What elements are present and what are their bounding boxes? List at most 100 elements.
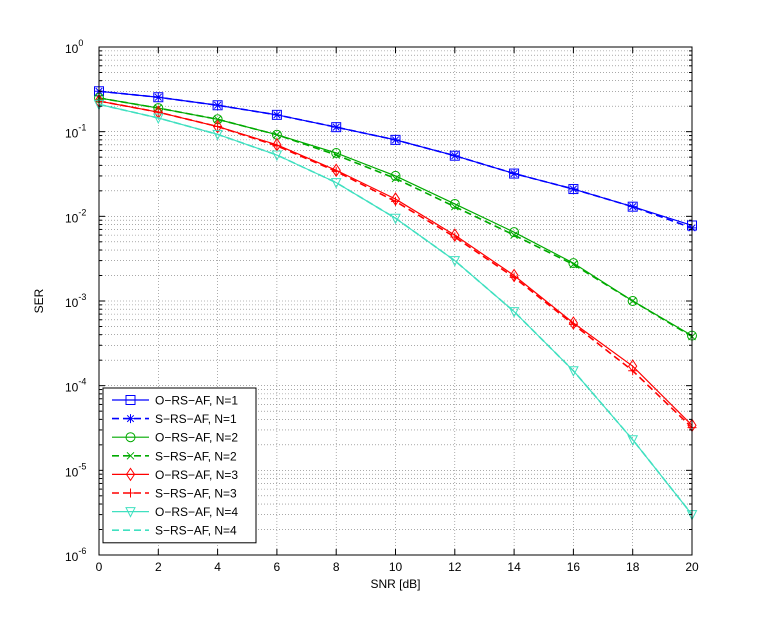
legend-label: S−RS−AF, N=4	[155, 524, 237, 538]
series-point	[628, 202, 638, 212]
y-tick-label: 10-5	[65, 461, 86, 479]
series-point	[450, 151, 460, 161]
legend-item: O−RS−AF, N=3	[112, 467, 238, 482]
y-tick-label: 10-1	[65, 123, 86, 141]
legend: O−RS−AF, N=1 S−RS−AF, N=1 O−RS−AF, N=2 S−RS…	[102, 387, 257, 544]
series-point	[331, 166, 341, 176]
legend-item: S−RS−AF, N=4	[112, 524, 237, 538]
series-point	[213, 100, 223, 110]
legend-label: O−RS−AF, N=4	[155, 505, 238, 519]
y-tick-label: 100	[65, 38, 83, 56]
series-point	[627, 435, 639, 446]
legend-label: O−RS−AF, N=3	[155, 468, 238, 482]
series-point	[509, 272, 519, 282]
series-point	[153, 107, 163, 117]
series-point	[391, 174, 400, 183]
series-point	[568, 184, 578, 194]
series-point	[509, 169, 519, 179]
series-point	[627, 296, 638, 306]
series-point	[213, 115, 222, 124]
x-tick-label: 16	[567, 560, 581, 574]
series-point	[569, 260, 578, 269]
legend-marker	[125, 395, 136, 405]
series-8	[98, 103, 693, 516]
y-tick-exponent: -6	[78, 546, 86, 556]
y-tick-base: 10	[65, 550, 79, 564]
legend-marker	[125, 432, 136, 443]
legend-label: O−RS−AF, N=2	[155, 431, 238, 445]
series-6	[94, 96, 697, 433]
series-point	[508, 307, 520, 318]
legend-label: S−RS−AF, N=1	[155, 412, 237, 426]
series-point	[331, 163, 341, 178]
legend-item: S−RS−AF, N=1	[112, 412, 237, 426]
series-point	[331, 122, 341, 132]
y-tick-exponent: -1	[78, 123, 86, 133]
series-point	[272, 141, 282, 151]
x-tick-label: 14	[507, 560, 521, 574]
legend-marker	[125, 507, 136, 518]
x-tick-label: 0	[96, 560, 103, 574]
series-point	[628, 297, 637, 305]
series-point	[568, 316, 579, 330]
y-tick-exponent: -5	[78, 461, 86, 471]
series-point	[568, 319, 578, 329]
series-line	[98, 103, 693, 516]
y-tick-label: 10-2	[65, 207, 86, 225]
legend-item: O−RS−AF, N=4	[112, 505, 238, 519]
x-tick-labels: 0 2 4 6 8 10 12 14 16 18 20	[96, 560, 699, 574]
x-tick-label: 8	[333, 560, 340, 574]
series-point	[628, 366, 638, 376]
series-point	[330, 178, 342, 189]
x-tick-label: 2	[155, 560, 162, 574]
y-tick-label: 10-6	[65, 546, 86, 564]
legend-marker	[125, 467, 136, 482]
legend-marker	[126, 414, 135, 424]
series-point	[449, 256, 461, 267]
x-tick-label: 6	[274, 560, 281, 574]
y-tick-exponent: -4	[78, 377, 86, 387]
series-point	[391, 196, 400, 206]
series-point	[510, 231, 518, 239]
series-point	[273, 130, 281, 139]
y-tick-base: 10	[65, 381, 79, 395]
legend-label: O−RS−AF, N=1	[155, 394, 238, 408]
x-tick-label: 12	[448, 560, 462, 574]
y-tick-base: 10	[65, 127, 79, 141]
x-tick-label: 4	[214, 560, 221, 574]
series-point	[213, 122, 223, 132]
series-point	[332, 151, 341, 159]
legend-marker	[126, 451, 135, 460]
x-tick-label: 20	[685, 560, 699, 574]
y-tick-base: 10	[65, 296, 79, 310]
y-tick-exponent: -3	[78, 292, 86, 302]
y-tick-exponent: -2	[78, 207, 86, 217]
series-point	[272, 110, 282, 120]
x-axis-label: SNR [dB]	[370, 577, 420, 591]
series-point	[331, 147, 342, 158]
y-axis-label: SER	[32, 288, 46, 313]
series-layer	[93, 86, 698, 521]
legend-item: S−RS−AF, N=3	[112, 487, 237, 501]
series-point	[153, 92, 163, 102]
legend-item: O−RS−AF, N=1	[112, 394, 238, 408]
legend-item: O−RS−AF, N=2	[112, 431, 238, 445]
series-point	[212, 119, 223, 134]
legend-label: S−RS−AF, N=3	[155, 487, 237, 501]
y-tick-label: 10-4	[65, 377, 86, 395]
legend-item: S−RS−AF, N=2	[112, 449, 237, 463]
legend-label: S−RS−AF, N=2	[155, 449, 237, 463]
series-point	[568, 366, 579, 377]
y-tick-exponent: 0	[78, 38, 83, 48]
legend-marker	[126, 488, 135, 498]
series-point	[450, 232, 460, 242]
x-tick-label: 18	[626, 560, 640, 574]
y-tick-base: 10	[65, 465, 79, 479]
legend-box	[102, 387, 257, 544]
series-point	[391, 135, 400, 145]
y-tick-label: 10-3	[65, 292, 86, 310]
y-tick-base: 10	[65, 42, 79, 56]
series-point	[450, 202, 459, 211]
